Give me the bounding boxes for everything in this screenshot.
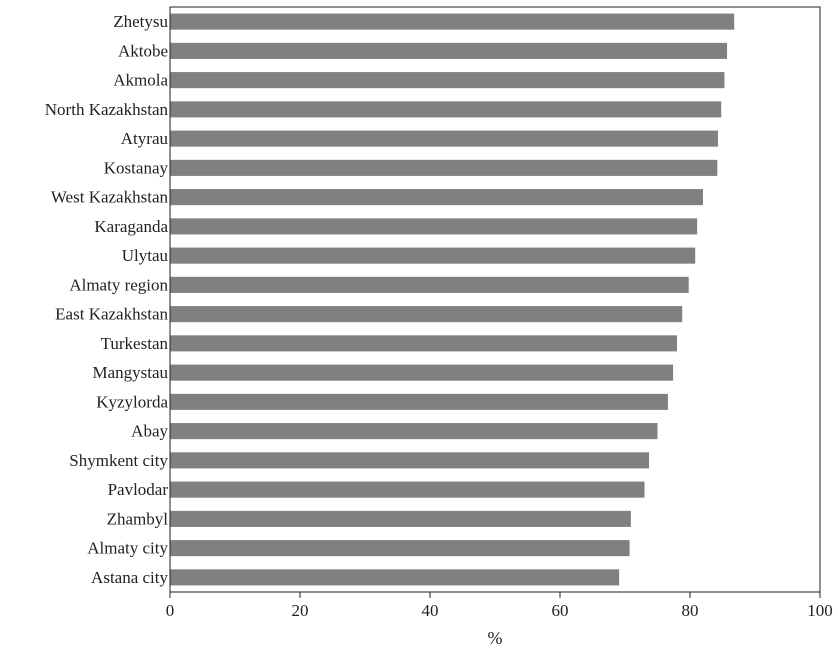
- category-label-17: Zhambyl: [107, 509, 169, 528]
- bar-19: [170, 569, 620, 586]
- x-tick-label-2: 40: [422, 601, 439, 620]
- x-tick-label-3: 60: [552, 601, 569, 620]
- category-label-5: Kostanay: [104, 158, 169, 177]
- category-label-1: Aktobe: [118, 41, 168, 60]
- category-label-15: Shymkent city: [69, 451, 168, 470]
- x-tick-label-0: 0: [166, 601, 175, 620]
- x-axis-title: %: [488, 628, 503, 648]
- x-ticks: 0 20 40 60 80 100: [166, 592, 833, 620]
- bar-1: [170, 42, 728, 59]
- category-label-8: Ulytau: [122, 246, 169, 265]
- category-label-18: Almaty city: [87, 539, 168, 558]
- bar-2: [170, 72, 725, 89]
- bar-12: [170, 364, 674, 381]
- category-label-13: Kyzylorda: [96, 392, 168, 411]
- category-label-12: Mangystau: [92, 363, 168, 382]
- category-label-9: Almaty region: [69, 275, 168, 294]
- category-label-2: Akmola: [113, 71, 168, 90]
- bar-11: [170, 335, 677, 352]
- bar-8: [170, 247, 696, 264]
- bar-9: [170, 276, 689, 293]
- bar-7: [170, 218, 698, 235]
- category-label-3: North Kazakhstan: [45, 100, 169, 119]
- bar-10: [170, 306, 683, 323]
- bar-5: [170, 159, 718, 176]
- category-labels: Zhetysu Aktobe Akmola North Kazakhstan Atyra…: [45, 12, 169, 587]
- bar-13: [170, 393, 668, 410]
- category-label-0: Zhetysu: [113, 12, 168, 31]
- category-label-6: West Kazakhstan: [51, 188, 169, 207]
- x-tick-label-5: 100: [807, 601, 833, 620]
- category-label-11: Turkestan: [101, 334, 169, 353]
- bar-14: [170, 423, 658, 440]
- category-label-10: East Kazakhstan: [55, 305, 168, 324]
- category-label-16: Pavlodar: [108, 480, 169, 499]
- bar-6: [170, 189, 703, 206]
- category-label-19: Astana city: [91, 568, 168, 587]
- category-label-7: Karaganda: [94, 217, 168, 236]
- category-label-4: Atyrau: [121, 129, 169, 148]
- bar-15: [170, 452, 650, 469]
- plot-frame: [169, 6, 821, 593]
- category-label-14: Abay: [131, 422, 168, 441]
- bar-18: [170, 540, 630, 557]
- axes: [169, 6, 821, 593]
- bars: [170, 13, 735, 586]
- bar-3: [170, 101, 722, 118]
- bar-0: [170, 13, 735, 30]
- bar-4: [170, 130, 718, 147]
- x-tick-label-4: 80: [682, 601, 699, 620]
- x-tick-label-1: 20: [292, 601, 309, 620]
- bar-17: [170, 510, 631, 527]
- bar-16: [170, 481, 645, 498]
